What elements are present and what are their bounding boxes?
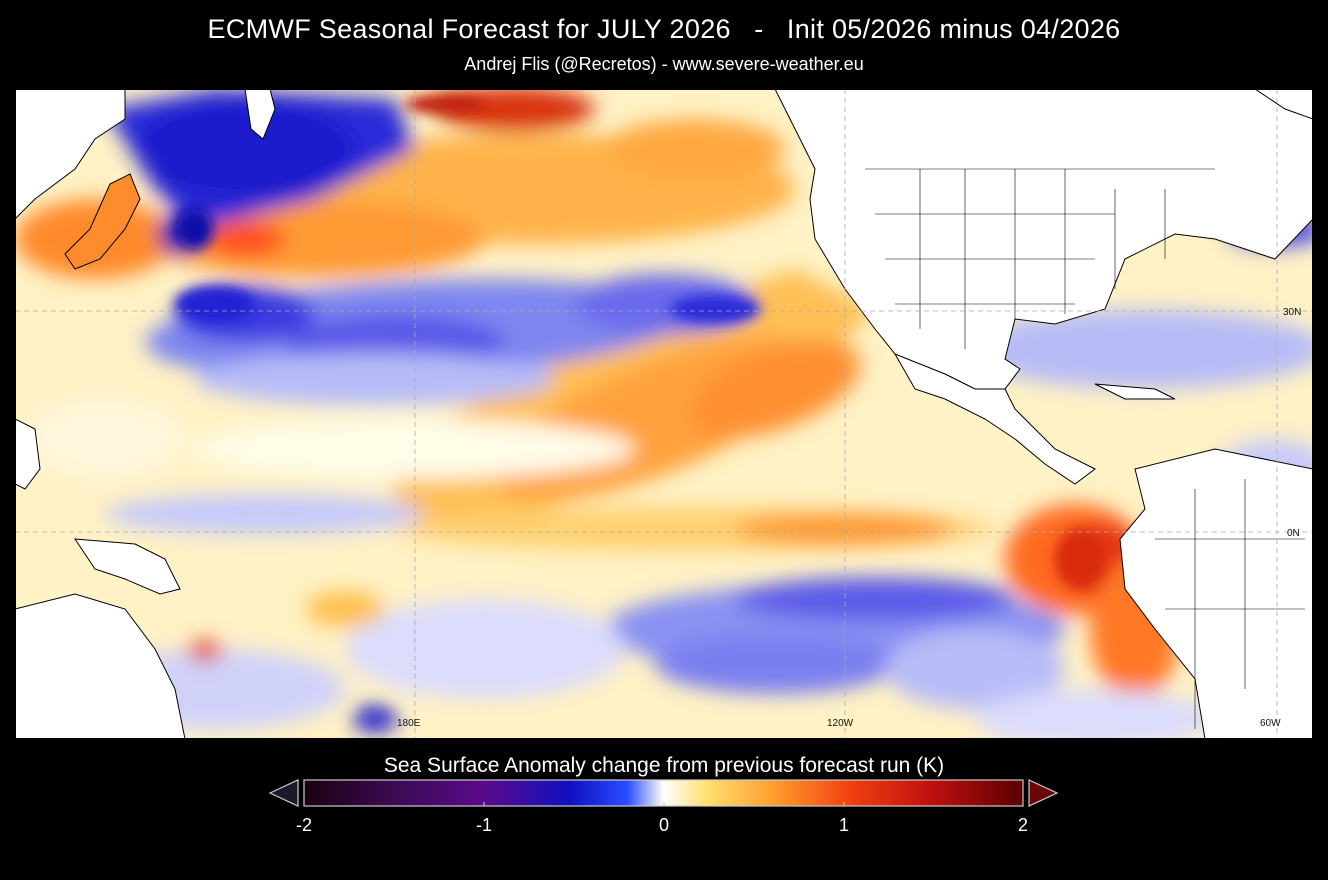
lat-label-0n: 0N — [1287, 528, 1300, 539]
colorbar-tick-label: 2 — [1017, 815, 1029, 835]
colorbar-gradient — [303, 779, 1024, 807]
colorbar-title: Sea Surface Anomaly change from previous… — [383, 754, 945, 777]
colorbar-min-extend-arrow — [268, 779, 299, 807]
colorbar — [268, 779, 1059, 807]
land — [15, 89, 1313, 739]
colorbar-max-extend-arrow — [1028, 779, 1059, 807]
lon-label-120w: 120W — [827, 718, 854, 729]
gridlines — [15, 89, 1313, 739]
colorbar-tick-label: -2 — [295, 815, 313, 835]
credit-line: Andrej Flis (@Recretos) - www.severe-wea… — [464, 54, 864, 74]
colorbar-tick-label: 1 — [838, 815, 850, 835]
chart-title: ECMWF Seasonal Forecast for JULY 2026 - … — [207, 14, 1121, 44]
colorbar-ticks — [303, 802, 1024, 806]
political-borders — [865, 168, 1305, 729]
lon-label-60w: 60W — [1260, 718, 1281, 729]
anomaly-detail — [175, 94, 1105, 589]
lon-label-180e: 180E — [397, 718, 421, 729]
sst-anomaly-map: 30N 0N 180E 120W 60W — [15, 89, 1313, 739]
lat-label-30n: 30N — [1283, 307, 1301, 318]
colorbar-tick-label: 0 — [658, 815, 670, 835]
map-frame — [15, 89, 1313, 739]
colorbar-tick-label: -1 — [475, 815, 493, 835]
